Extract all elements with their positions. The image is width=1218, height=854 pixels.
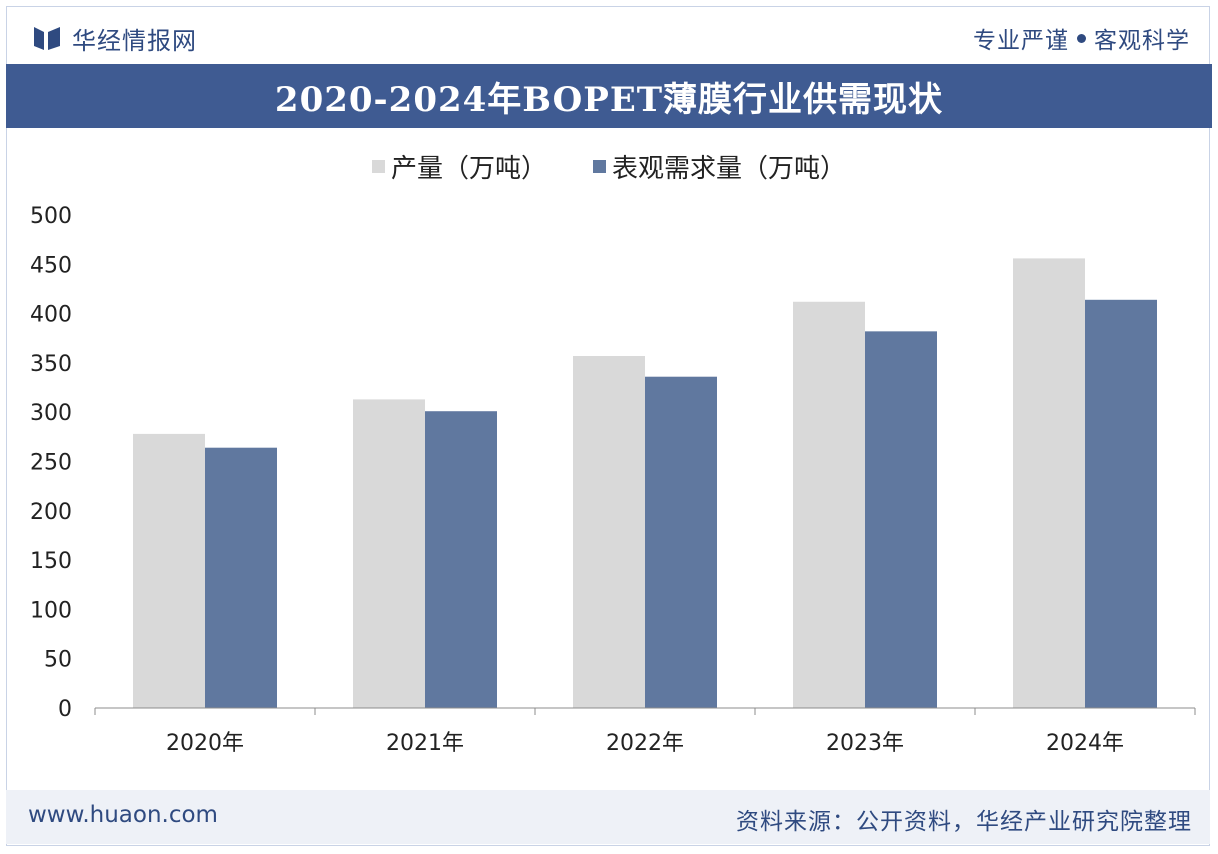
bar-production bbox=[353, 399, 425, 708]
bars bbox=[133, 258, 1157, 708]
slogan: 专业严谨 客观科学 bbox=[973, 20, 1190, 56]
y-tick-label: 400 bbox=[30, 303, 72, 328]
slogan-right: 客观科学 bbox=[1094, 28, 1190, 54]
slogan-left: 专业严谨 bbox=[973, 28, 1069, 54]
legend-label-demand: 表观需求量（万吨） bbox=[612, 153, 847, 184]
bar-production bbox=[1013, 258, 1085, 708]
slogan-dot-icon bbox=[1077, 33, 1086, 43]
bar-demand bbox=[205, 447, 277, 708]
y-tick-label: 300 bbox=[30, 401, 72, 426]
brand: 华经情报网 bbox=[32, 20, 197, 56]
y-tick-label: 450 bbox=[30, 253, 72, 278]
y-tick-label: 100 bbox=[30, 598, 72, 623]
y-tick-label: 250 bbox=[30, 451, 72, 476]
y-tick-label: 350 bbox=[30, 352, 72, 377]
bar-production bbox=[793, 301, 865, 708]
y-tick-label: 50 bbox=[44, 648, 72, 673]
brand-name: 华经情报网 bbox=[72, 26, 197, 55]
legend-item-demand: 表观需求量（万吨） bbox=[593, 148, 846, 185]
legend-swatch-production bbox=[371, 159, 385, 173]
x-tick-label: 2022年 bbox=[606, 731, 684, 756]
x-axis-ticks: 2020年 2021年 2022年 2023年 2024年 bbox=[94, 708, 1196, 756]
legend-item-production: 产量（万吨） bbox=[371, 148, 547, 185]
y-tick-label: 500 bbox=[30, 204, 72, 229]
footer-source: 资料来源：公开资料，华经产业研究院整理 bbox=[736, 809, 1192, 835]
y-tick-label: 150 bbox=[30, 549, 72, 574]
legend-label-production: 产量（万吨） bbox=[390, 153, 547, 184]
x-tick-label: 2024年 bbox=[1046, 731, 1124, 756]
legend-swatch-demand bbox=[593, 159, 606, 173]
y-tick-label: 200 bbox=[30, 500, 72, 525]
bar-production bbox=[573, 355, 645, 708]
bar-demand bbox=[865, 331, 937, 708]
bar-production bbox=[133, 433, 205, 708]
y-tick-label: 0 bbox=[58, 697, 72, 722]
footer-website: www.huaon.com bbox=[28, 802, 218, 828]
brand-logo-icon bbox=[34, 27, 60, 50]
chart-title: 2020-2024年BOPET薄膜行业供需现状 bbox=[274, 79, 944, 120]
x-tick-label: 2021年 bbox=[386, 731, 464, 756]
bar-demand bbox=[1085, 299, 1157, 708]
x-tick-label: 2020年 bbox=[166, 731, 244, 756]
x-tick-label: 2023年 bbox=[826, 731, 904, 756]
title-bar: 2020-2024年BOPET薄膜行业供需现状 bbox=[6, 64, 1212, 128]
y-axis-ticks: 0 50 100 150 200 250 300 350 400 450 500 bbox=[30, 204, 72, 722]
chart-legend: 产量（万吨） 表观需求量（万吨） bbox=[0, 148, 1218, 184]
bar-demand bbox=[425, 411, 497, 708]
bar-demand bbox=[645, 376, 717, 708]
footer: www.huaon.com 资料来源：公开资料，华经产业研究院整理 bbox=[6, 790, 1210, 844]
